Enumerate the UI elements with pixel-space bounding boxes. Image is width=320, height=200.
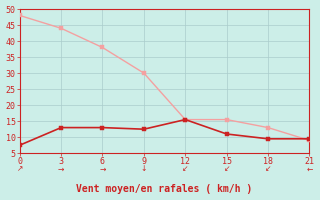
X-axis label: Vent moyen/en rafales ( km/h ): Vent moyen/en rafales ( km/h ) [76,184,253,194]
Text: ↙: ↙ [223,164,230,173]
Text: ←: ← [306,164,313,173]
Text: ↗: ↗ [17,164,23,173]
Text: →: → [58,164,64,173]
Text: ↙: ↙ [182,164,188,173]
Text: ↓: ↓ [141,164,147,173]
Text: →: → [99,164,106,173]
Text: ↙: ↙ [265,164,271,173]
